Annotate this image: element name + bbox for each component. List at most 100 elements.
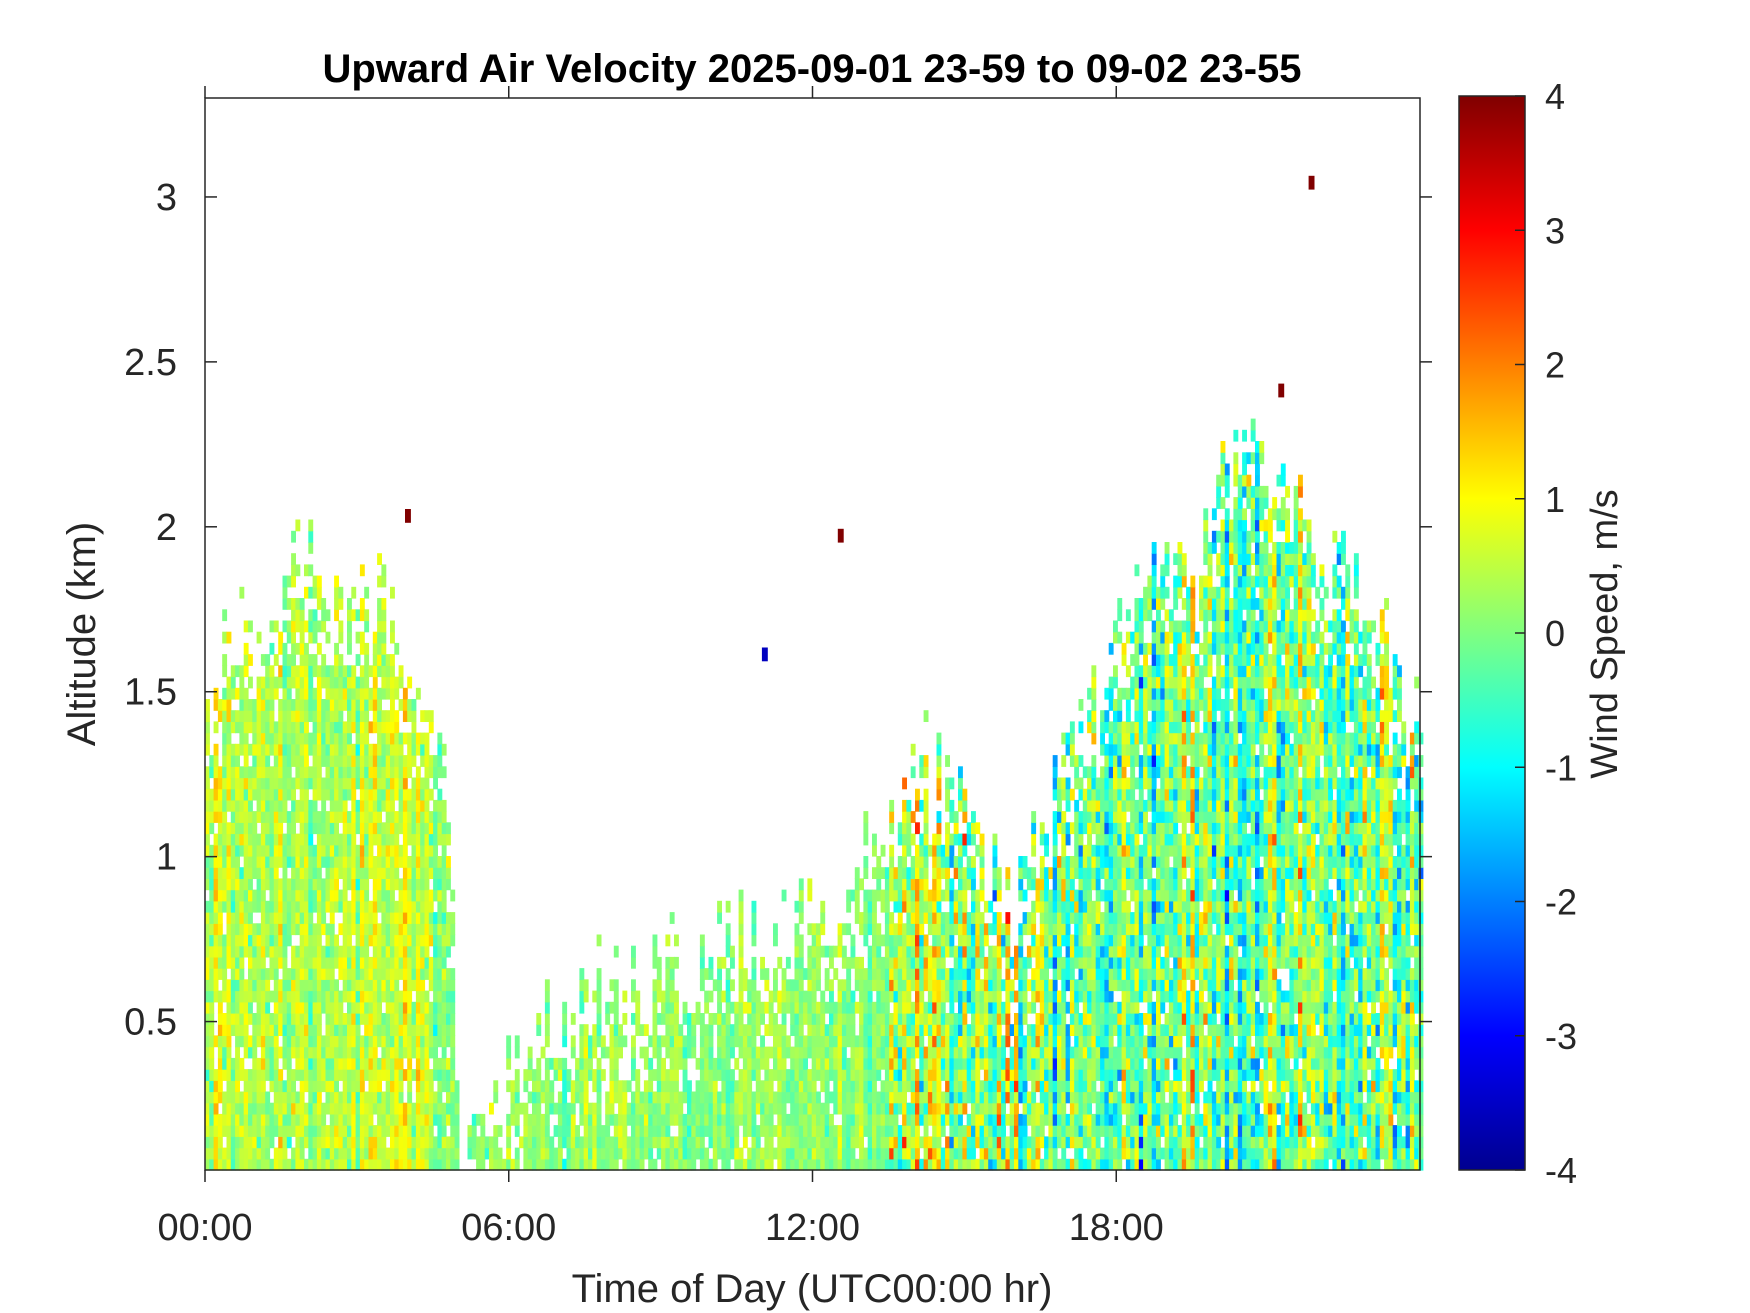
heatmap-cell [209,867,215,880]
heatmap-cell [867,1069,873,1081]
heatmap-cell [230,665,236,678]
heatmap-cell [932,900,938,913]
heatmap-cell [355,822,361,835]
heatmap-cell [329,934,335,947]
heatmap-cell [532,1091,537,1104]
heatmap-cell [226,788,232,801]
heatmap-cell [372,788,378,801]
heatmap-cell [351,699,357,711]
heatmap-cell [308,1057,314,1070]
heatmap-cell [321,945,327,958]
heatmap-cell [321,856,327,868]
heatmap-cell [209,799,215,812]
heatmap-cell [342,1024,348,1037]
heatmap-cell [377,867,382,880]
heatmap-cell [295,755,301,767]
heatmap-cell [755,1046,761,1059]
heatmap-cell [243,900,249,913]
heatmap-cell [760,1113,765,1126]
heatmap-cell [489,1158,494,1171]
heatmap-cell [803,1158,808,1171]
heatmap-cell [428,912,434,924]
heatmap-cell [308,912,314,924]
heatmap-cell [248,1013,253,1025]
heatmap-cell [325,867,331,880]
heatmap-cell [226,956,232,969]
heatmap-cell [923,1136,929,1149]
heatmap-cell [243,1024,249,1037]
heatmap-cell [1001,1125,1006,1137]
heatmap-cell [347,1091,352,1104]
heatmap-cell [790,1113,796,1126]
heatmap-cell [299,777,305,790]
heatmap-cell [1061,822,1067,835]
heatmap-cell [872,1057,877,1070]
heatmap-cell [1022,968,1028,980]
heatmap-cell [1052,1013,1058,1025]
heatmap-cell [316,1057,322,1070]
heatmap-cell [256,1136,262,1149]
heatmap-cell [837,1147,843,1160]
heatmap-cell [385,1013,391,1025]
heatmap-cell [304,564,309,577]
heatmap-cell [446,833,451,846]
heatmap-cell [751,1113,757,1126]
heatmap-cell [1005,923,1011,936]
heatmap-cell [846,889,852,902]
heatmap-cell [411,755,417,767]
heatmap-cell [1031,1080,1037,1093]
heatmap-cell [975,1113,981,1126]
heatmap-cell [893,1102,899,1115]
heatmap-cell [893,1069,899,1081]
heatmap-cell [1018,1136,1024,1149]
heatmap-cell [738,1102,744,1115]
heatmap-cell [364,1147,370,1160]
heatmap-cell [919,990,925,1003]
heatmap-cell [807,1013,813,1025]
heatmap-cell [854,878,860,891]
heatmap-cell [506,1046,512,1059]
heatmap-cell [906,990,912,1003]
heatmap-cell [243,755,249,767]
heatmap-cell [1031,1125,1037,1137]
heatmap-cell [334,945,339,958]
heatmap-cell [424,1080,430,1093]
heatmap-cell [411,799,417,812]
heatmap-cell [209,945,215,958]
heatmap-cell [295,856,301,868]
heatmap-cell [932,990,938,1003]
heatmap-cell [286,912,292,924]
heatmap-cell [437,878,443,891]
heatmap-cell [213,1136,219,1149]
heatmap-cell [557,1125,563,1137]
heatmap-cell [932,833,938,846]
heatmap-cell [394,1046,400,1059]
heatmap-cell [622,1013,628,1025]
heatmap-cell [829,1001,834,1014]
heatmap-cell [450,912,456,924]
heatmap-cell [243,1069,249,1081]
heatmap-cell [1009,956,1015,969]
heatmap-cell [286,811,292,823]
heatmap-cell [996,1046,1002,1059]
heatmap-cell [669,1102,675,1115]
heatmap-cell [872,1013,877,1025]
heatmap-cell [927,912,933,924]
heatmap-cell [1048,1069,1054,1081]
heatmap-cell [958,1136,963,1149]
heatmap-cell [450,1057,456,1070]
heatmap-cell [773,1069,778,1081]
heatmap-cell [321,1001,327,1014]
heatmap-cell [433,1035,438,1048]
heatmap-cell [368,856,374,868]
heatmap-cell [205,900,210,913]
heatmap-cell [411,1113,417,1126]
heatmap-cell [402,867,408,880]
heatmap-cell [308,889,314,902]
heatmap-cell [295,676,301,689]
heatmap-cell [230,1147,236,1160]
heatmap-cell [588,1069,593,1081]
heatmap-cell [385,1091,391,1104]
heatmap-cell [859,1001,864,1014]
heatmap-cell [359,631,365,644]
